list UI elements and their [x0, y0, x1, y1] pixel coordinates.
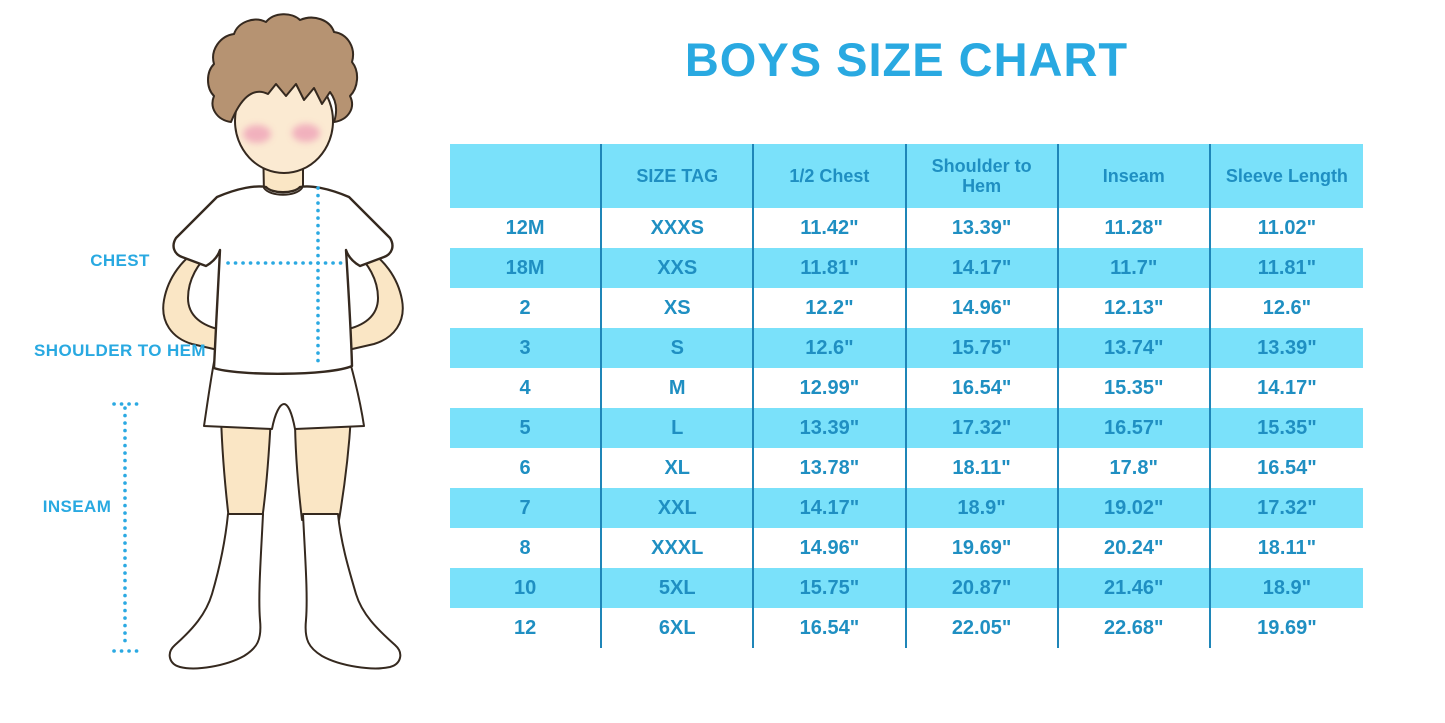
- table-cell: 13.39": [1257, 336, 1317, 359]
- table-cell: 16.57": [1059, 408, 1211, 448]
- boy-body: [162, 139, 404, 670]
- table-cell: 12.6": [1262, 296, 1312, 319]
- table-cell: 15.75": [907, 328, 1059, 368]
- table-cell: 12.6": [754, 328, 907, 368]
- table-header-row: SIZE TAG 1/2 Chest Shoulder to Hem Insea…: [450, 144, 1363, 208]
- table-cell: 3: [450, 328, 603, 368]
- table-cell: 15.75": [754, 568, 907, 608]
- table-cell: L: [602, 408, 755, 448]
- table-cell: 14.96": [907, 288, 1059, 328]
- table-cell: 17.8": [1059, 448, 1211, 488]
- table-cell: 16.54": [754, 608, 907, 648]
- col-header-sleeve-length: Sleeve Length: [1225, 165, 1348, 186]
- measurement-lines: [112, 186, 348, 653]
- table-cell: 16.54": [1257, 456, 1317, 479]
- table-cell: 11.28": [1059, 208, 1211, 248]
- table-cell: 12M: [450, 208, 603, 248]
- table-cell: 10: [450, 568, 603, 608]
- inseam-label: INSEAM: [42, 497, 112, 516]
- chest-label: CHEST: [90, 251, 150, 270]
- boy-hair: [207, 13, 358, 123]
- boy-cheek-left: [243, 125, 271, 143]
- table-cell: 11.81": [1257, 256, 1317, 279]
- boy-cheek-right: [292, 124, 320, 142]
- col-header-inseam: Inseam: [1059, 144, 1211, 208]
- table-cell: 18.9": [907, 488, 1059, 528]
- table-row: 6 XL 13.78" 18.11" 17.8" 16.54": [450, 448, 1363, 488]
- table-row: 5 L 13.39" 17.32" 16.57" 15.35": [450, 408, 1363, 448]
- size-table: SIZE TAG 1/2 Chest Shoulder to Hem Insea…: [450, 144, 1363, 648]
- table-cell: 11.42": [754, 208, 907, 248]
- table-row: 3 S 12.6" 15.75" 13.74" 13.39": [450, 328, 1363, 368]
- table-cell: 19.69": [1257, 616, 1317, 639]
- table-cell: 18.9": [1262, 576, 1312, 599]
- table-cell: M: [602, 368, 755, 408]
- col-header-size: [450, 144, 603, 208]
- table-cell: 11.81": [754, 248, 907, 288]
- table-cell: 11.7": [1059, 248, 1211, 288]
- table-cell: XS: [602, 288, 755, 328]
- shoulder-to-hem-label: SHOULDER TO HEM: [34, 341, 206, 360]
- boy-illustration: [112, 13, 404, 670]
- table-row: 10 5XL 15.75" 20.87" 21.46" 18.9": [450, 568, 1363, 608]
- col-header-shoulder-to-hem: Shoulder to Hem: [907, 144, 1059, 208]
- table-cell: 22.05": [907, 608, 1059, 648]
- table-cell: 18M: [450, 248, 603, 288]
- table-row: 18M XXS 11.81" 14.17" 11.7" 11.81": [450, 248, 1363, 288]
- table-row: 7 XXL 14.17" 18.9" 19.02" 17.32": [450, 488, 1363, 528]
- table-cell: 12: [450, 608, 603, 648]
- col-header-half-chest: 1/2 Chest: [754, 144, 907, 208]
- table-cell: 12.99": [754, 368, 907, 408]
- table-cell: 13.74": [1059, 328, 1211, 368]
- table-cell: 12.13": [1059, 288, 1211, 328]
- table-cell: 4: [450, 368, 603, 408]
- table-row: 12M XXXS 11.42" 13.39" 11.28" 11.02": [450, 208, 1363, 248]
- measurement-figure: CHEST SHOULDER TO HEM INSEAM: [0, 0, 450, 723]
- page-title: BOYS SIZE CHART: [684, 33, 1129, 86]
- table-row: 2 XS 12.2" 14.96" 12.13" 12.6": [450, 288, 1363, 328]
- table-cell: 6XL: [602, 608, 755, 648]
- table-cell: 14.96": [754, 528, 907, 568]
- col-header-size-tag: SIZE TAG: [602, 144, 755, 208]
- table-cell: XL: [602, 448, 755, 488]
- table-cell: 16.54": [907, 368, 1059, 408]
- table-cell: 15.35": [1059, 368, 1211, 408]
- table-cell: 18.11": [1257, 536, 1317, 559]
- table-cell: 2: [450, 288, 603, 328]
- table-cell: 20.24": [1059, 528, 1211, 568]
- table-cell: S: [602, 328, 755, 368]
- table-cell: XXL: [602, 488, 755, 528]
- table-cell: 17.32": [907, 408, 1059, 448]
- table-cell: 5XL: [602, 568, 755, 608]
- table-row: 4 M 12.99" 16.54" 15.35" 14.17": [450, 368, 1363, 408]
- table-cell: 11.02": [1257, 216, 1317, 239]
- table-cell: 13.39": [907, 208, 1059, 248]
- table-cell: 13.39": [754, 408, 907, 448]
- table-cell: 7: [450, 488, 603, 528]
- table-cell: 6: [450, 448, 603, 488]
- table-cell: 14.17": [754, 488, 907, 528]
- table-cell: 21.46": [1059, 568, 1211, 608]
- table-cell: 22.68": [1059, 608, 1211, 648]
- table-cell: 14.17": [1257, 376, 1317, 399]
- table-cell: 17.32": [1257, 496, 1317, 519]
- table-cell: XXXL: [602, 528, 755, 568]
- table-cell: 19.69": [907, 528, 1059, 568]
- table-cell: XXXS: [602, 208, 755, 248]
- table-cell: 13.78": [754, 448, 907, 488]
- table-cell: 20.87": [907, 568, 1059, 608]
- table-cell: 5: [450, 408, 603, 448]
- table-cell: 19.02": [1059, 488, 1211, 528]
- table-row: 8 XXXL 14.96" 19.69" 20.24" 18.11": [450, 528, 1363, 568]
- table-cell: 8: [450, 528, 603, 568]
- table-cell: 12.2": [754, 288, 907, 328]
- table-row: 12 6XL 16.54" 22.05" 22.68" 19.69": [450, 608, 1363, 648]
- table-cell: 14.17": [907, 248, 1059, 288]
- table-cell: 18.11": [907, 448, 1059, 488]
- table-cell: XXS: [602, 248, 755, 288]
- table-cell: 15.35": [1257, 416, 1317, 439]
